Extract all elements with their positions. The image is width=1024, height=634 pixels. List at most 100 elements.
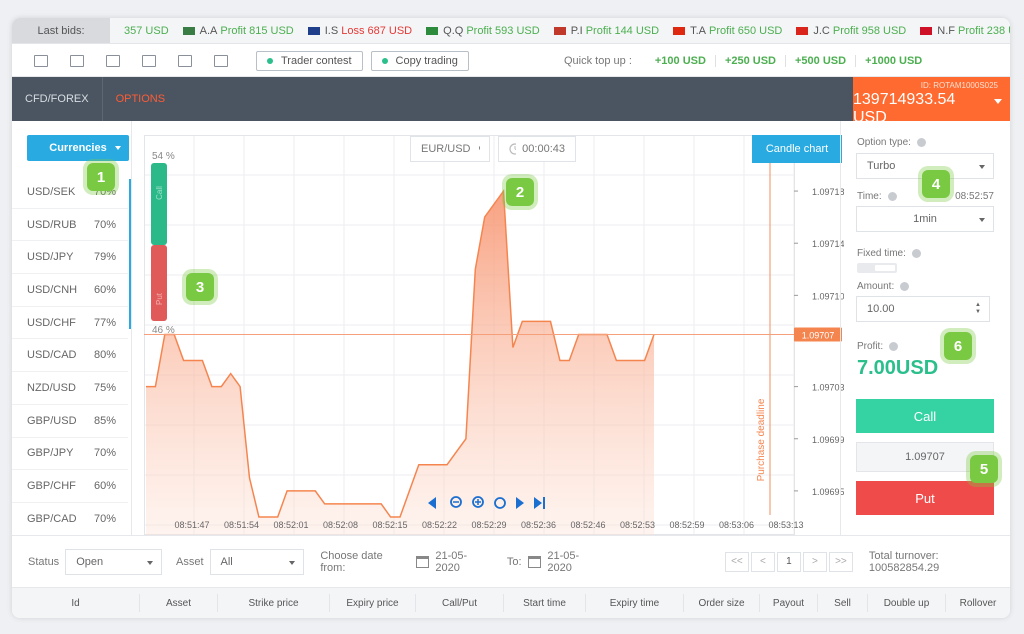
quick-top-up: Quick top up : +100 USD +250 USD +500 US… [564,45,931,77]
column-header[interactable]: Sell [818,594,868,612]
asset-value: All [220,555,233,568]
help-icon[interactable] [900,282,910,291]
column-header[interactable]: Expiry price [330,594,416,612]
column-header[interactable]: Start time [504,594,586,612]
layout-icon[interactable] [106,54,120,67]
currencies-dropdown[interactable]: Currencies [27,135,129,161]
ticker-trader: J.C [813,24,830,37]
pair-name: USD/RUB [27,218,77,231]
column-header[interactable]: Payout [760,594,818,612]
pair-item[interactable]: GBP/CAD 70% [12,503,128,536]
pair-item[interactable]: USD/CAD 80% [12,339,128,373]
amount-input[interactable]: 10.00 ▲ ▼ [856,296,990,322]
x-tick-label: 08:52:22 [422,520,457,530]
page-button[interactable]: 1 [776,551,801,572]
copy-trading-button[interactable]: Copy trading [370,50,469,71]
total-turnover: Total turnover: 100582854.29 [868,549,940,574]
price-chart[interactable]: 1.09707 1.09718 1.09714 1.09710 1.09703 1.096… [144,135,844,535]
scroll-left-icon[interactable] [428,497,436,509]
scrollbar[interactable] [129,179,131,329]
ticker-result: Profit 593 USD [466,24,540,37]
time-label: Time: [857,191,897,202]
tutorial-badge: 3 [186,273,214,301]
help-icon[interactable] [889,342,899,351]
x-tick-label: 08:51:47 [174,520,209,530]
page-button[interactable]: > [802,551,827,572]
fixed-time-label: Fixed time: [857,248,921,259]
reset-view-icon[interactable] [494,497,506,509]
column-header[interactable]: Call/Put [416,594,504,612]
scroll-right-icon[interactable] [516,497,524,509]
quick-top-up-500[interactable]: +500 USD [786,55,857,67]
ticker-label: Last bids: [12,18,110,43]
column-header[interactable]: Asset [140,594,218,612]
call-button[interactable]: Call [856,399,994,433]
scroll-end-icon[interactable] [543,497,545,509]
call-sentiment-bar [151,163,167,245]
x-tick-label: 08:52:29 [471,520,506,530]
time-clock: 08:52:57 [955,191,994,202]
column-header[interactable]: Expiry time [586,594,684,612]
column-header[interactable]: Strike price [218,594,330,612]
search-chart-icon[interactable] [70,54,84,67]
tutorial-badge: 5 [970,455,998,483]
date-from-value[interactable]: 21-05-2020 [435,549,468,574]
calendar-icon[interactable] [415,555,430,568]
calendar-icon[interactable] [214,54,228,67]
pair-item[interactable]: USD/RUB 70% [12,209,128,242]
candle-chart-button[interactable]: Candle chart [752,135,842,163]
column-header[interactable]: Double up [868,594,946,612]
column-header[interactable]: Rollover [959,597,997,609]
pair-payout: 75% [93,381,116,394]
status-value: Open [76,555,104,568]
profit-value: 7.00USD [857,357,939,379]
x-tick-label: 08:52:15 [372,520,407,530]
page-button[interactable]: < [750,551,775,572]
time-select[interactable]: 1min [856,206,994,232]
help-icon[interactable] [887,192,897,201]
column-header[interactable]: Order size [684,594,760,612]
status-select[interactable]: Open [65,548,162,575]
help-icon[interactable] [911,249,921,258]
zoom-in-icon[interactable] [472,496,484,508]
put-button[interactable]: Put [856,481,994,515]
ticker-result: Profit 815 USD [220,24,294,37]
asset-select[interactable]: All [209,548,305,575]
zoom-out-icon[interactable] [450,496,462,508]
line-chart-icon[interactable] [34,54,48,67]
x-tick-label: 08:52:46 [570,520,605,530]
stepper-icon[interactable]: ▲ ▼ [975,302,981,315]
pair-item[interactable]: USD/CHF 77% [12,307,128,340]
option-type-label: Option type: [857,137,926,148]
pair-item[interactable]: GBP/JPY 70% [12,438,128,471]
option-type-text: Option type: [857,137,911,148]
fixed-time-toggle[interactable] [857,263,897,273]
account-balance-button[interactable]: ID: ROTAM1000S025 139714933.54 USD [853,77,1010,126]
pair-item[interactable]: GBP/CHF 60% [12,470,128,503]
column-header[interactable]: Id [12,594,140,612]
tab-options[interactable]: OPTIONS [115,93,166,105]
page-button[interactable]: << [724,551,749,572]
pair-item[interactable]: GBP/USD 85% [12,405,128,438]
help-icon[interactable] [916,138,926,147]
pair-item[interactable]: USD/CNH 60% [12,274,128,307]
scroll-end-icon[interactable] [534,497,542,509]
tab-cfd-forex[interactable]: CFD/FOREX [12,77,103,121]
pair-item[interactable]: NZD/USD 75% [12,372,128,405]
amount-label: Amount: [857,281,910,292]
bar-chart-icon[interactable] [178,54,192,67]
quick-top-up-250[interactable]: +250 USD [716,55,786,67]
pair-item[interactable]: USD/JPY 79% [12,241,128,275]
purchase-deadline-label: Purchase deadline [756,398,767,481]
ticker-trader: P.I [570,24,583,37]
users-icon[interactable] [142,54,156,67]
date-to-value[interactable]: 21-05-2020 [547,549,580,574]
quick-top-up-1000[interactable]: +1000 USD [865,55,923,67]
calendar-icon[interactable] [527,555,542,568]
pair-selector[interactable]: EUR/USD [410,136,490,162]
trader-contest-button[interactable]: Trader contest [256,50,363,71]
page-button[interactable]: >> [828,551,853,572]
pair-payout: 80% [93,349,116,362]
quick-top-up-100[interactable]: +100 USD [646,55,716,67]
pagination: << <1 > >> [723,551,853,572]
